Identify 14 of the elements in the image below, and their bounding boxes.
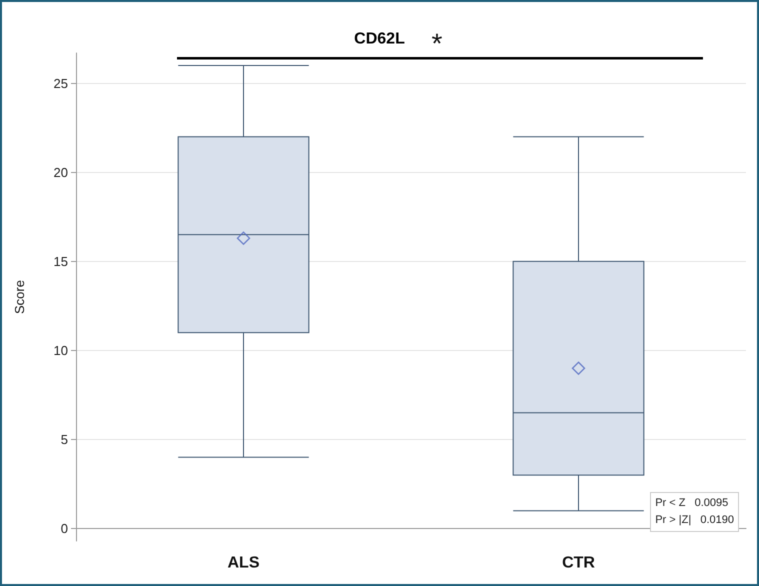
y-tick-label: 20 bbox=[54, 164, 68, 180]
y-tick-label: 5 bbox=[60, 432, 68, 447]
y-axis-title: Score bbox=[12, 280, 27, 314]
annotation: Pr < Z 0.0095 bbox=[655, 496, 730, 511]
annotation: Pr > |Z| 0.0190 bbox=[655, 513, 734, 528]
y-tick-label: 15 bbox=[54, 254, 68, 269]
y-tick-label: 25 bbox=[54, 76, 68, 91]
x-tick-label: CTR bbox=[562, 554, 596, 572]
stats-table: Pr < Z 0.0095 Pr > |Z| 0.0190 bbox=[650, 492, 739, 532]
y-tick-label: 10 bbox=[54, 342, 68, 358]
x-tick-label: ALS bbox=[228, 554, 260, 572]
chart-title: CD62L bbox=[354, 30, 406, 48]
y-tick-label: 0 bbox=[60, 521, 68, 536]
annotation: * bbox=[431, 28, 442, 59]
